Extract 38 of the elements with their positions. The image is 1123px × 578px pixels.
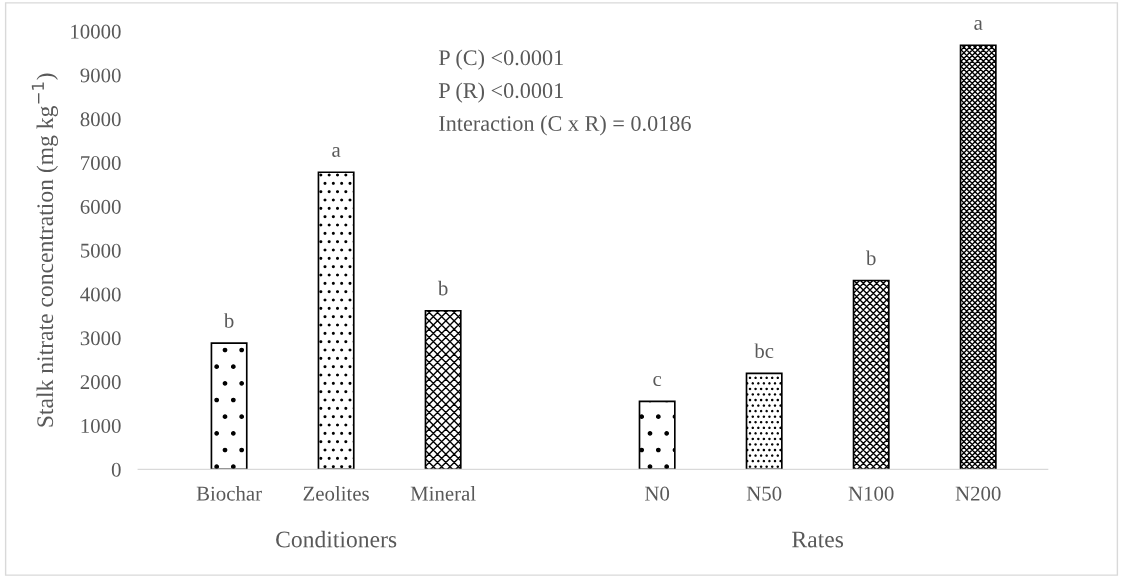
y-tick-label: 0 bbox=[111, 462, 121, 477]
y-tick-label: 4000 bbox=[80, 287, 121, 302]
bar bbox=[638, 400, 676, 470]
x-tick-label: N50 bbox=[746, 486, 782, 501]
bar bbox=[317, 171, 355, 470]
bar bbox=[424, 309, 462, 470]
bar bbox=[745, 372, 783, 470]
y-tick-label: 5000 bbox=[81, 243, 121, 258]
y-tick-label: 8000 bbox=[80, 112, 121, 127]
annotation: P (R) <0.0001 bbox=[438, 82, 563, 103]
x-tick-label: N0 bbox=[645, 486, 670, 501]
x-tick-label: Zeolites bbox=[303, 486, 369, 501]
y-tick-label: 3000 bbox=[80, 331, 121, 346]
data-label: c bbox=[653, 376, 662, 387]
data-label: b bbox=[437, 280, 448, 296]
data-label: bc bbox=[754, 343, 774, 359]
y-axis-title: Stalk nitrate concentration (mg kg$^{−1}$) bbox=[31, 73, 59, 427]
data-label: b bbox=[223, 313, 234, 328]
y-tick-label: 9000 bbox=[80, 68, 121, 83]
text: Conditioners bbox=[276, 530, 397, 548]
y-tick-label: 1000 bbox=[81, 418, 121, 433]
bar bbox=[852, 279, 890, 470]
y-tick-label: 6000 bbox=[80, 199, 121, 214]
x-tick-label: Biochar bbox=[196, 486, 262, 501]
annotation: P (C) <0.0001 bbox=[438, 49, 563, 70]
y-tick-label: 10000 bbox=[71, 24, 121, 39]
annotation: Interaction (C x R) = 0.0186 bbox=[439, 115, 691, 136]
y-tick-label: 7000 bbox=[81, 156, 121, 171]
data-label: a bbox=[974, 19, 983, 30]
data-label: b bbox=[865, 250, 876, 266]
bar bbox=[210, 342, 248, 470]
y-tick-label: 2000 bbox=[80, 375, 121, 390]
x-tick-label: N100 bbox=[848, 486, 894, 501]
bar bbox=[959, 44, 997, 470]
data-label: a bbox=[332, 146, 341, 157]
text: Rates bbox=[792, 531, 844, 548]
x-tick-label: N200 bbox=[955, 486, 1001, 501]
x-tick-label: Mineral bbox=[410, 486, 476, 501]
